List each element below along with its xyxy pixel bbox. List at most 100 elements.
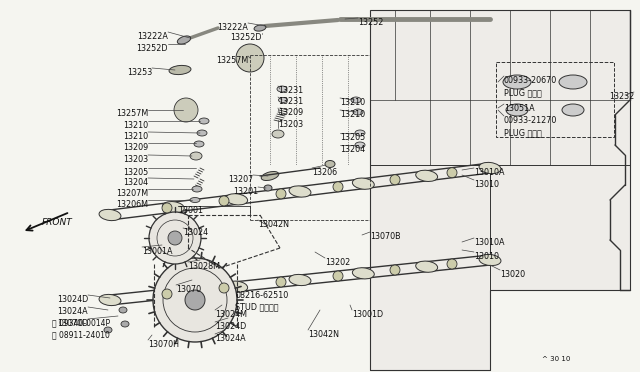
- Text: 13210: 13210: [340, 110, 365, 119]
- Circle shape: [276, 277, 286, 287]
- Ellipse shape: [254, 25, 266, 31]
- Ellipse shape: [264, 185, 272, 191]
- Text: ^ 30 10: ^ 30 10: [542, 356, 570, 362]
- Circle shape: [333, 182, 343, 192]
- Text: 13020: 13020: [500, 270, 525, 279]
- Ellipse shape: [355, 142, 365, 148]
- Ellipse shape: [416, 261, 438, 272]
- Text: 13210: 13210: [340, 98, 365, 107]
- Ellipse shape: [199, 118, 209, 124]
- Ellipse shape: [479, 254, 501, 266]
- Text: 13010A: 13010A: [474, 238, 504, 247]
- Circle shape: [219, 283, 229, 293]
- Polygon shape: [370, 10, 630, 370]
- Circle shape: [153, 258, 237, 342]
- Text: FRONT: FRONT: [42, 218, 73, 227]
- Ellipse shape: [261, 171, 279, 180]
- Text: 13204: 13204: [123, 178, 148, 187]
- Text: 13024: 13024: [183, 228, 208, 237]
- Text: STUD スタッド: STUD スタッド: [235, 302, 278, 311]
- Ellipse shape: [99, 294, 121, 305]
- Ellipse shape: [353, 109, 363, 115]
- Ellipse shape: [351, 97, 361, 103]
- Circle shape: [447, 259, 457, 269]
- Ellipse shape: [197, 130, 207, 136]
- Text: 13207M: 13207M: [116, 189, 148, 198]
- Ellipse shape: [416, 170, 438, 182]
- Text: 13205: 13205: [123, 168, 148, 177]
- Ellipse shape: [353, 268, 374, 279]
- Text: 13231: 13231: [278, 97, 303, 106]
- Text: PLUG プラグ: PLUG プラグ: [504, 128, 541, 137]
- Circle shape: [236, 44, 264, 72]
- Ellipse shape: [190, 152, 202, 160]
- Text: 13028M: 13028M: [188, 262, 220, 271]
- Text: 13203: 13203: [123, 155, 148, 164]
- Text: 13010: 13010: [474, 180, 499, 189]
- Text: 13010A: 13010A: [474, 168, 504, 177]
- Circle shape: [276, 189, 286, 199]
- Text: 13001: 13001: [178, 206, 203, 215]
- Ellipse shape: [562, 104, 584, 116]
- Text: 13252D: 13252D: [230, 33, 262, 42]
- Text: 13024D: 13024D: [215, 322, 246, 331]
- Circle shape: [168, 231, 182, 245]
- Text: 13209: 13209: [123, 143, 148, 152]
- Text: 13024M: 13024M: [215, 310, 247, 319]
- Text: 13253: 13253: [127, 68, 152, 77]
- Text: 13042N: 13042N: [258, 220, 289, 229]
- Ellipse shape: [226, 281, 248, 292]
- Text: 13024A: 13024A: [215, 334, 246, 343]
- Ellipse shape: [190, 198, 200, 202]
- Text: 13070H: 13070H: [148, 340, 179, 349]
- Text: 13070D: 13070D: [57, 319, 88, 328]
- Circle shape: [162, 203, 172, 213]
- Ellipse shape: [355, 130, 365, 136]
- Text: 13001A: 13001A: [142, 247, 173, 256]
- Text: 08216-62510: 08216-62510: [235, 291, 288, 300]
- Text: 13210: 13210: [123, 121, 148, 130]
- Ellipse shape: [99, 209, 121, 221]
- Circle shape: [447, 168, 457, 178]
- Text: 13010: 13010: [474, 252, 499, 261]
- Text: 13209: 13209: [278, 108, 303, 117]
- Text: 13257M: 13257M: [216, 56, 248, 65]
- Ellipse shape: [506, 104, 528, 116]
- Text: 13252D: 13252D: [136, 44, 168, 53]
- Ellipse shape: [226, 194, 248, 205]
- Ellipse shape: [479, 162, 501, 174]
- Circle shape: [219, 196, 229, 206]
- Ellipse shape: [192, 186, 202, 192]
- Ellipse shape: [325, 160, 335, 167]
- Circle shape: [390, 175, 400, 185]
- Text: PLUG プラグ: PLUG プラグ: [504, 88, 541, 97]
- Text: 13232: 13232: [609, 92, 634, 101]
- Text: 00933-20670: 00933-20670: [504, 76, 557, 85]
- Text: Ⓝ 08911-24010: Ⓝ 08911-24010: [52, 330, 110, 339]
- Circle shape: [185, 290, 205, 310]
- Text: 13205: 13205: [340, 133, 365, 142]
- Text: 13206M: 13206M: [116, 200, 148, 209]
- Text: 13070B: 13070B: [370, 232, 401, 241]
- Text: 13257M: 13257M: [116, 109, 148, 118]
- Bar: [496, 62, 614, 137]
- Text: 13222A: 13222A: [137, 32, 168, 41]
- Circle shape: [149, 212, 201, 264]
- Ellipse shape: [169, 65, 191, 74]
- Circle shape: [390, 265, 400, 275]
- Ellipse shape: [163, 202, 184, 213]
- Text: 13222A: 13222A: [217, 23, 248, 32]
- Ellipse shape: [353, 178, 374, 189]
- Text: 13202: 13202: [325, 258, 350, 267]
- Circle shape: [333, 271, 343, 281]
- Ellipse shape: [177, 36, 191, 44]
- Ellipse shape: [121, 321, 129, 327]
- Text: 13203: 13203: [278, 120, 303, 129]
- Circle shape: [174, 98, 198, 122]
- Ellipse shape: [119, 307, 127, 313]
- Text: Ⓧ 09340-0014P: Ⓧ 09340-0014P: [52, 318, 110, 327]
- Ellipse shape: [194, 141, 204, 147]
- Ellipse shape: [289, 275, 311, 286]
- Text: 13252: 13252: [358, 18, 383, 27]
- Text: 13207: 13207: [228, 175, 253, 184]
